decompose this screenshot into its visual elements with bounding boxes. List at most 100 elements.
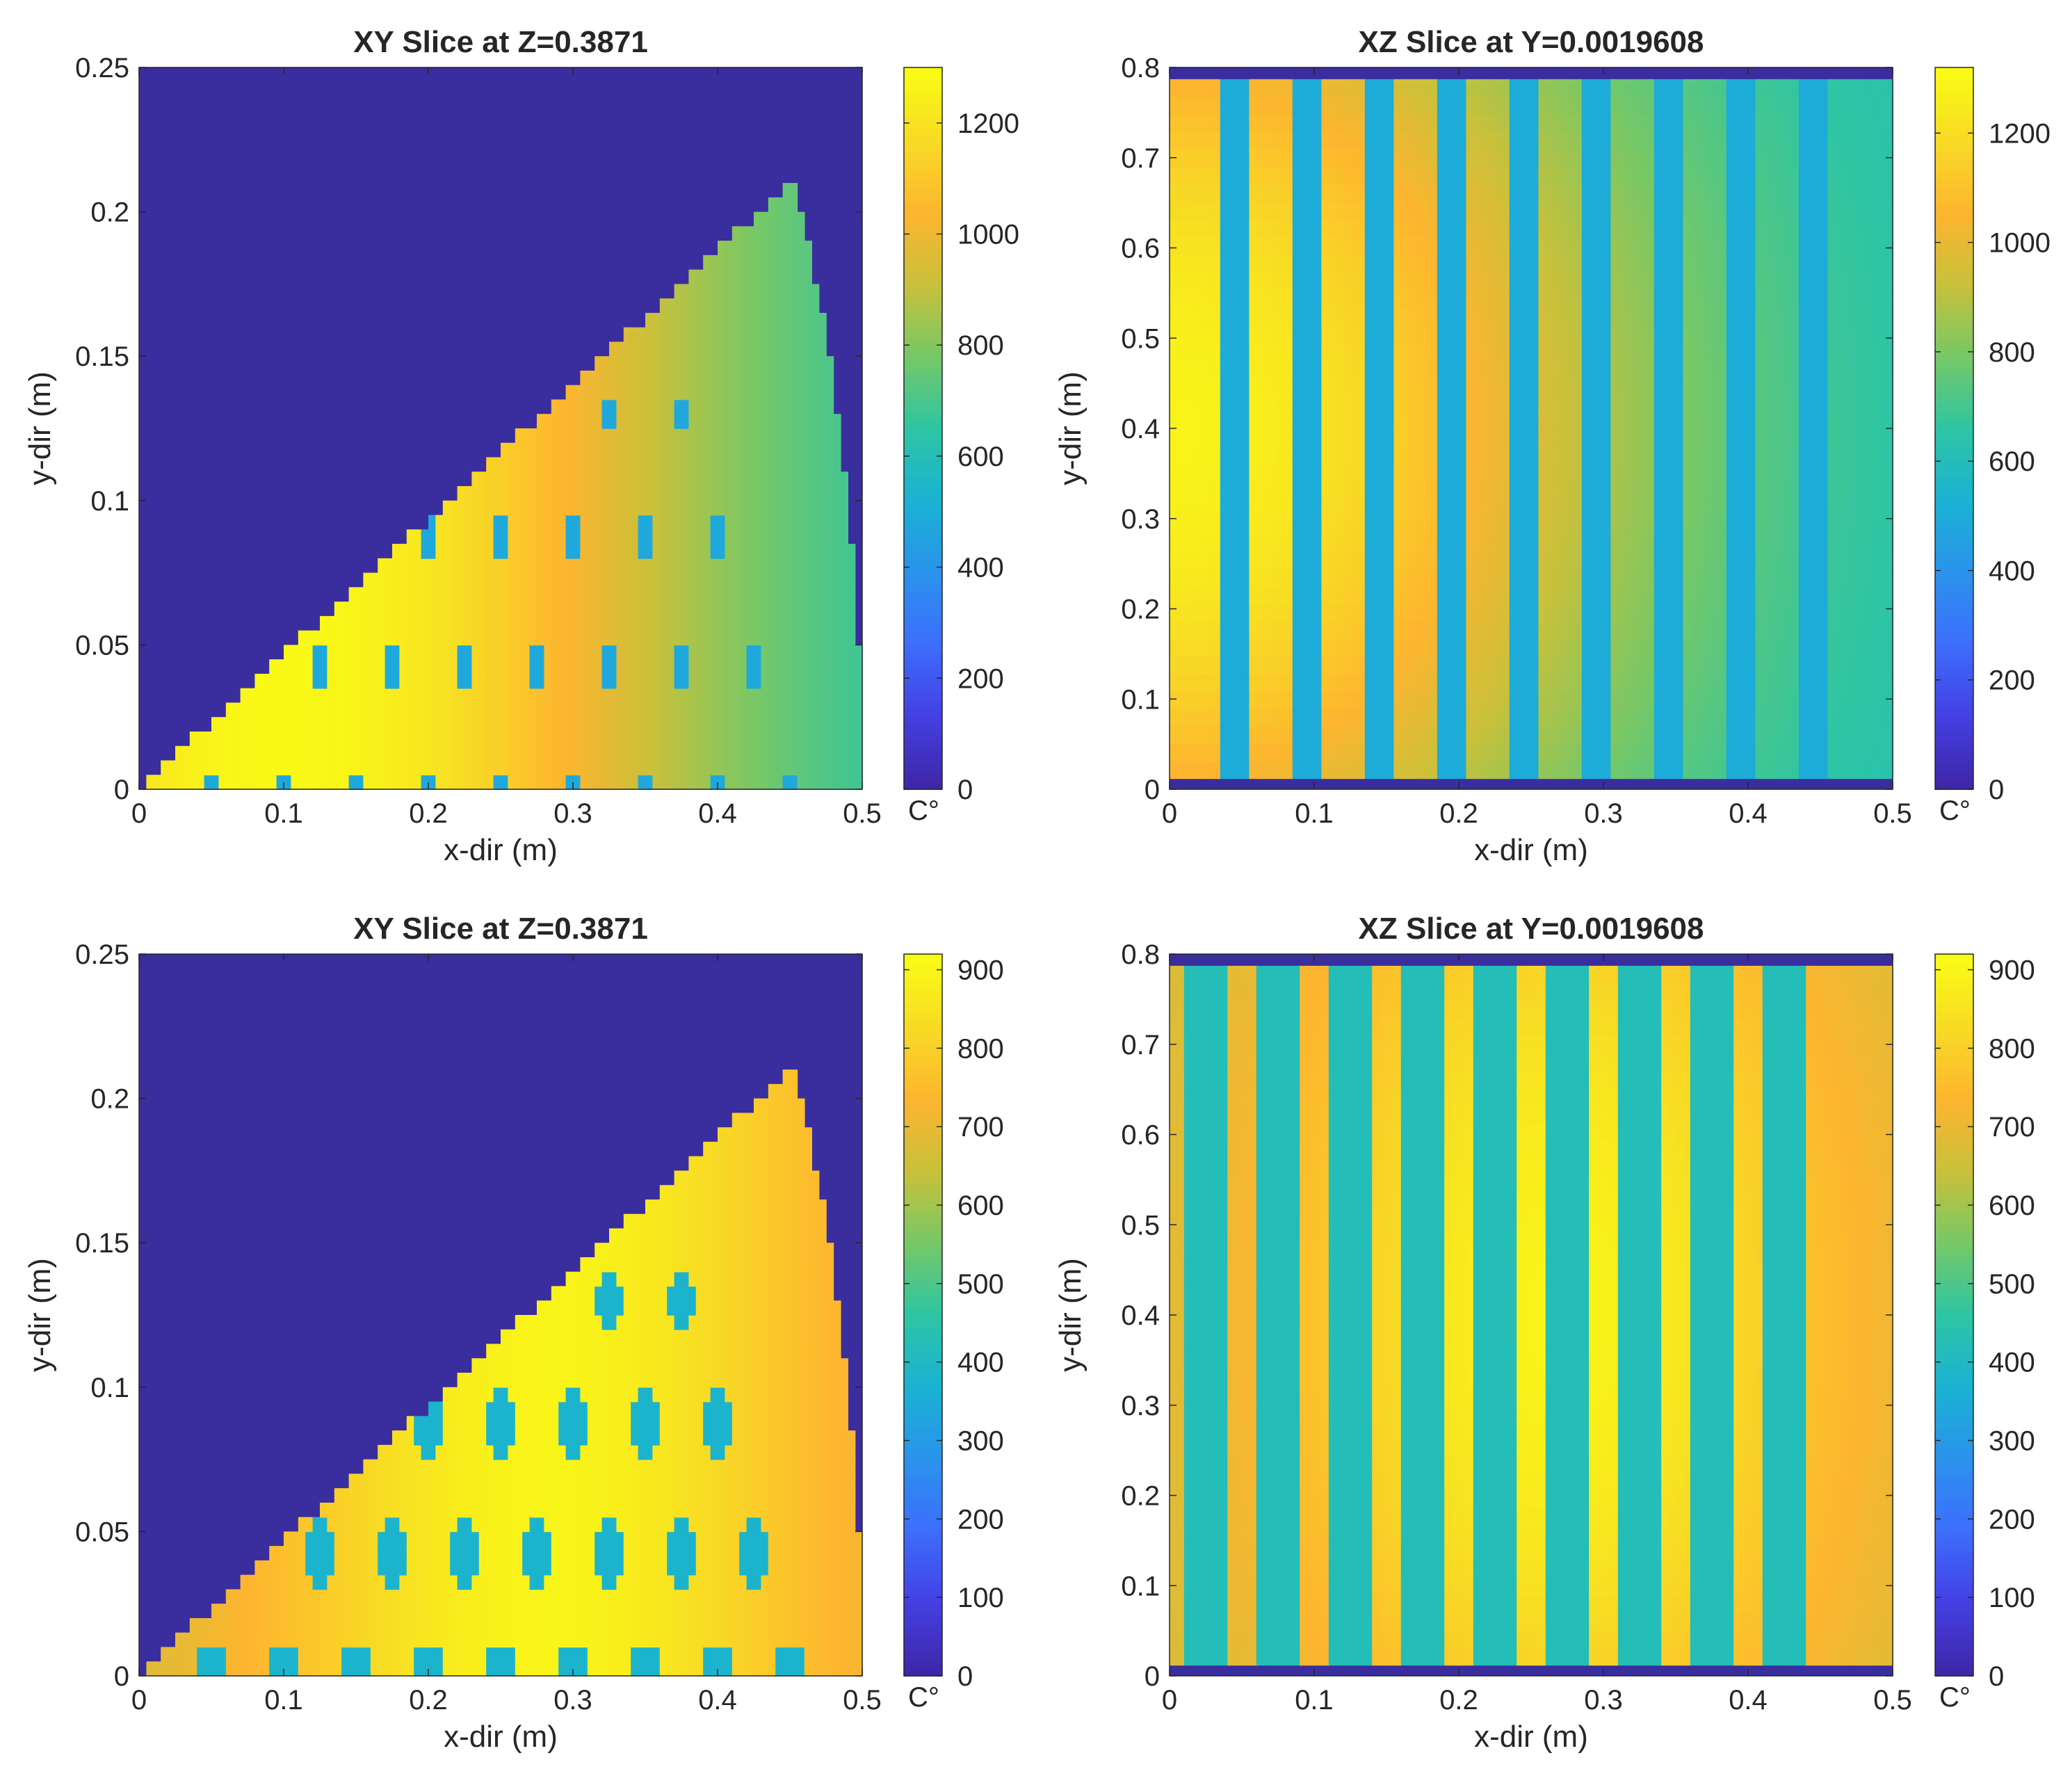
field-cell: [1234, 533, 1243, 552]
field-cell: [681, 659, 690, 675]
field-cell: [1227, 376, 1236, 395]
field-cell: [211, 775, 220, 790]
field-cell: [1379, 656, 1387, 675]
field-cell: [1640, 411, 1648, 430]
field-cell: [1191, 289, 1199, 307]
field-cell: [537, 442, 545, 458]
field-cell: [681, 500, 690, 516]
field-cell: [1285, 376, 1293, 395]
field-cell: [1242, 323, 1250, 342]
field-cell: [558, 414, 567, 429]
field-cell: [1567, 743, 1576, 762]
field-cell: [609, 385, 617, 401]
field-cell: [1625, 254, 1633, 273]
field-cell: [1517, 79, 1525, 97]
field-cell: [421, 529, 429, 544]
field-cell: [1596, 166, 1604, 185]
field-cell: [725, 659, 733, 675]
field-cell: [1170, 446, 1178, 465]
field-cell: [754, 673, 762, 689]
field-cell: [1560, 743, 1568, 762]
field-cell: [573, 385, 581, 401]
field-cell: [674, 486, 682, 501]
field-cell: [674, 587, 682, 602]
field-cell: [1300, 289, 1308, 307]
field-cell: [1372, 411, 1380, 430]
field-cell: [681, 572, 690, 588]
field-cell: [298, 717, 306, 732]
field-cell: [471, 602, 480, 617]
field-cell: [587, 442, 595, 458]
field-cell: [1423, 551, 1431, 570]
field-cell: [775, 197, 784, 213]
field-cell: [1350, 604, 1359, 622]
field-cell: [1198, 236, 1206, 255]
field-cell: [508, 645, 516, 660]
field-cell: [363, 688, 371, 704]
field-cell: [1336, 533, 1344, 552]
field-cell: [1502, 341, 1510, 360]
field-cell: [1328, 114, 1336, 133]
field-cell: [580, 587, 588, 602]
field-cell: [790, 414, 798, 429]
field-cell: [356, 731, 364, 747]
field-cell: [544, 688, 552, 704]
field-cell: [718, 356, 726, 371]
field-cell: [1632, 131, 1640, 150]
field-cell: [710, 284, 718, 299]
field-cell: [1191, 271, 1199, 290]
field-cell: [1640, 568, 1648, 587]
field-cell: [1191, 463, 1199, 482]
field-cell: [1553, 149, 1561, 168]
field-cell: [1466, 323, 1474, 342]
field-cell: [1386, 499, 1395, 517]
field-cell: [1300, 149, 1308, 168]
field-cell: [1292, 306, 1300, 325]
field-cell: [544, 500, 552, 516]
field-cell: [587, 385, 595, 401]
field-cell: [731, 471, 740, 487]
field-cell: [1206, 323, 1214, 342]
colorbar-segment: [904, 392, 942, 399]
field-cell: [688, 544, 697, 559]
field-cell: [1314, 516, 1323, 535]
field-cell: [406, 529, 414, 544]
field-cell: [320, 702, 328, 718]
field-cell: [1176, 428, 1185, 447]
field-cell: [1617, 673, 1626, 692]
field-cell: [782, 183, 791, 198]
field-cell: [1292, 428, 1300, 447]
field-cell: [1517, 761, 1525, 780]
field-cell: [1589, 218, 1597, 237]
field-cell: [421, 731, 429, 747]
field-cell: [1314, 761, 1323, 780]
field-cell: [1523, 341, 1532, 360]
field-cell: [674, 515, 682, 531]
field-cell: [1249, 499, 1257, 517]
field-cell: [731, 745, 740, 761]
field-cell: [1386, 446, 1395, 465]
field-cell: [291, 760, 299, 776]
field-cell: [631, 702, 639, 718]
field-cell: [1386, 761, 1395, 780]
field-cell: [1191, 428, 1199, 447]
field-cell: [833, 558, 841, 574]
field-cell: [1415, 341, 1423, 360]
field-cell: [1610, 463, 1619, 482]
field-cell: [1263, 289, 1272, 307]
field-cell: [703, 630, 711, 646]
field-cell: [1430, 621, 1438, 640]
field-cell: [478, 500, 487, 516]
field-cell: [1567, 428, 1576, 447]
field-cell: [659, 572, 668, 588]
field-cell: [1400, 743, 1409, 762]
field-cell: [1509, 341, 1517, 360]
field-cell: [471, 775, 480, 790]
field-cell: [457, 760, 465, 776]
field-cell: [1487, 306, 1496, 325]
field-cell: [674, 558, 682, 574]
field-cell: [1480, 691, 1489, 709]
field-cell: [1437, 499, 1445, 517]
field-cell: [718, 500, 726, 516]
field-cell: [1610, 656, 1619, 675]
